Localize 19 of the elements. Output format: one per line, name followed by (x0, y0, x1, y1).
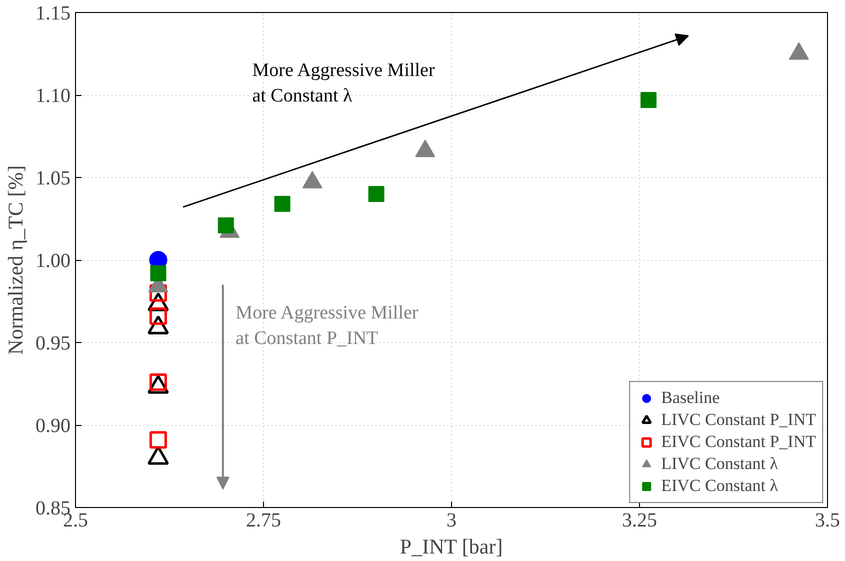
y-axis-title: Normalized η_TC [%] (4, 165, 28, 355)
y-tick-label: 0.90 (36, 415, 70, 437)
y-tick-label: 1.00 (36, 250, 70, 272)
legend-label: LIVC Constant λ (661, 454, 778, 474)
y-tick-label: 1.15 (36, 2, 70, 24)
legend-label: EIVC Constant P_INT (661, 432, 816, 452)
y-tick-label: 0.95 (36, 332, 70, 354)
x-axis-title: P_INT [bar] (400, 534, 503, 558)
y-tick-label: 1.10 (36, 85, 70, 107)
x-tick-label: 3 (446, 510, 456, 532)
annotation: More Aggressive Miller at Constant λ (252, 60, 436, 106)
legend-label: EIVC Constant λ (661, 476, 778, 496)
x-tick-label: 3.25 (622, 510, 657, 532)
legend-label: Baseline (661, 388, 720, 408)
legend-label: LIVC Constant P_INT (661, 410, 816, 430)
y-tick-label: 1.05 (36, 168, 70, 190)
annotation: More Aggressive Miller at Constant P_INT (236, 302, 419, 349)
x-tick-label: 2.75 (246, 510, 281, 532)
x-tick-label: 3.5 (815, 510, 840, 532)
